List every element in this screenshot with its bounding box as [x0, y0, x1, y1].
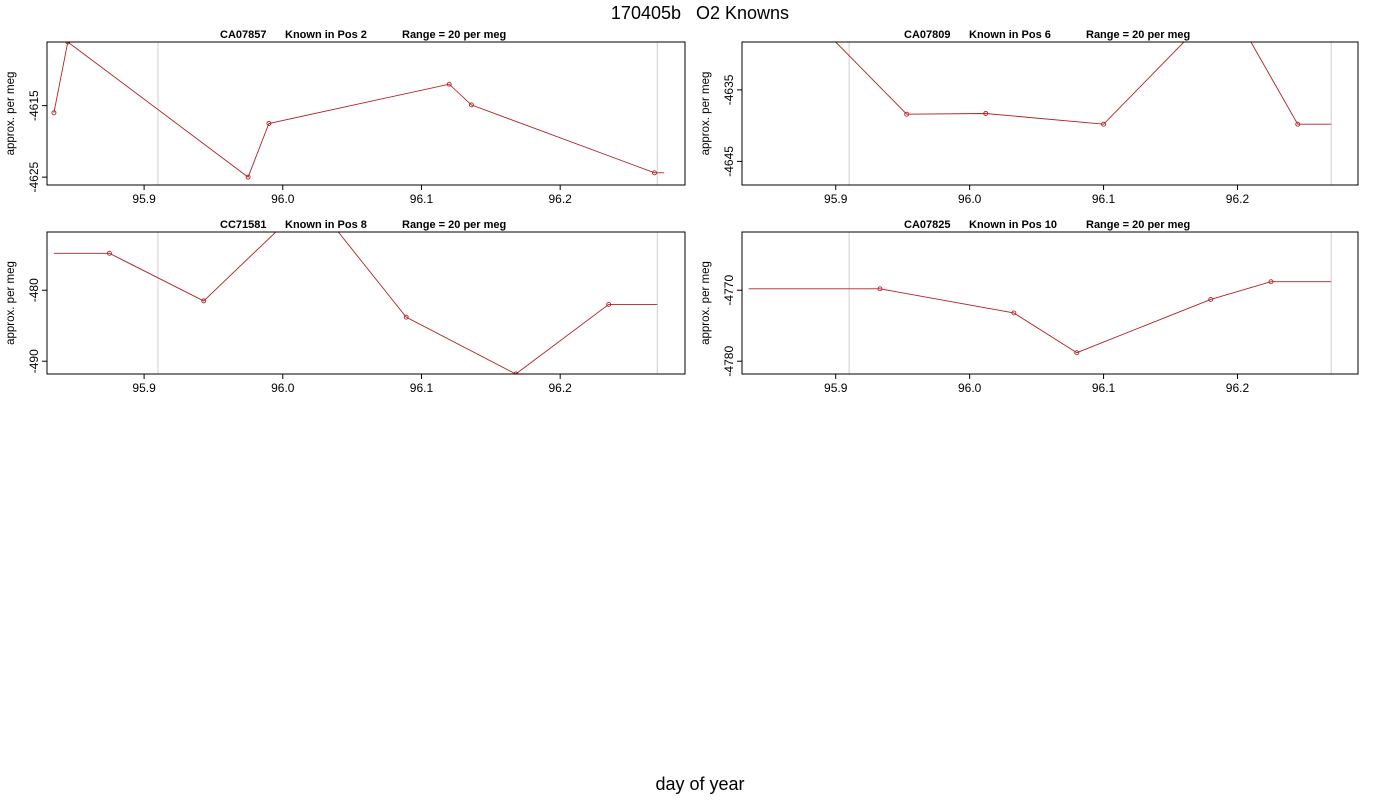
x-tick-label: 96.2 [1226, 192, 1250, 206]
x-tick-label: 95.9 [132, 192, 156, 206]
chart-panel-1: 95.9 96.0 96.1 96.2 -4615 -4625 approx. per me… [5, 29, 686, 206]
plot-frame [46, 41, 686, 186]
data-point [983, 111, 989, 116]
panel-title-part: CA07857 [220, 29, 266, 41]
y-axis-label: approx. per meg [5, 261, 17, 345]
x-tick-label: 96.1 [410, 192, 434, 206]
data-point [65, 42, 71, 45]
x-tick-label: 96.2 [548, 381, 572, 395]
panel-title-part: Range = 20 per meg [402, 29, 506, 41]
data-point [245, 174, 251, 180]
y-tick-label: -4615 [27, 90, 41, 121]
data-point [652, 170, 657, 176]
data-point [266, 121, 272, 126]
panel-title-part: Known in Pos 10 [969, 219, 1057, 231]
data-point [1011, 310, 1017, 316]
y-tick-label: -490 [27, 349, 41, 373]
y-axis-label: approx. per meg [700, 72, 712, 156]
plot-frame [46, 231, 686, 375]
data-point [51, 110, 57, 116]
x-tick-label: 96.1 [410, 381, 434, 395]
y-tick-label: -480 [27, 278, 41, 302]
data-point [446, 81, 452, 87]
x-tick-label: 96.0 [958, 381, 982, 395]
y-axis-label: approx. per meg [5, 72, 17, 156]
plot-frame [741, 231, 1359, 375]
y-tick-label: -4770 [722, 275, 736, 306]
panel-title-part: Known in Pos 2 [285, 29, 367, 41]
x-tick-label: 96.0 [271, 192, 295, 206]
data-point [201, 298, 207, 304]
data-point [877, 286, 883, 292]
data-point [513, 371, 519, 374]
panel-title-part: CA07825 [904, 219, 950, 231]
panel-title-part: Known in Pos 6 [969, 29, 1051, 41]
x-tick-label: 96.1 [1092, 381, 1116, 395]
data-point [1101, 121, 1107, 127]
y-tick-label: -4645 [722, 146, 736, 177]
x-tick-label: 96.2 [548, 192, 572, 206]
y-tick-label: -4635 [722, 74, 736, 105]
data-line [748, 281, 1332, 354]
data-point [1074, 350, 1080, 356]
x-tick-label: 95.9 [824, 192, 848, 206]
page-title: 170405b O2 Knowns [610, 3, 790, 23]
x-tick-label: 96.0 [958, 192, 982, 206]
panel-title-part: Known in Pos 8 [285, 219, 367, 231]
x-tick-label: 96.0 [271, 381, 295, 395]
data-point [106, 250, 112, 256]
x-tick-label: 96.2 [1226, 381, 1250, 395]
chart-panel-4: 95.9 96.0 96.1 96.2 -4770 -4780 approx. per me… [700, 219, 1359, 395]
panel-title-part: Range = 20 per meg [1086, 219, 1190, 231]
data-line [835, 42, 1332, 125]
panel-title-part: Range = 20 per meg [402, 219, 506, 231]
data-line [53, 42, 665, 178]
data-point [606, 301, 612, 307]
y-tick-label: -4780 [722, 346, 736, 377]
chart-panel-3: 95.9 96.0 96.1 96.2 -480 -490 approx. per meg C… [5, 219, 686, 395]
data-line [53, 232, 658, 374]
y-axis-label: approx. per meg [700, 261, 712, 345]
x-tick-label: 95.9 [132, 381, 156, 395]
panel-title-part: Range = 20 per meg [1086, 29, 1190, 41]
panel-title-part: CA07809 [904, 29, 950, 41]
plot-frame [741, 41, 1359, 186]
data-point [904, 111, 910, 117]
y-tick-label: -4625 [27, 161, 41, 192]
chart-panel-2: 95.9 96.0 96.1 96.2 -4635 -4645 approx. per me… [700, 29, 1359, 206]
panel-title-part: CC71581 [220, 219, 266, 231]
data-point [1268, 279, 1274, 285]
x-tick-label: 96.1 [1092, 192, 1116, 206]
data-point [1208, 297, 1214, 302]
x-tick-label: 95.9 [824, 381, 848, 395]
data-point [1295, 121, 1301, 127]
data-point [403, 314, 409, 320]
x-axis-shared-label: day of year [655, 774, 745, 794]
data-point [468, 102, 474, 108]
